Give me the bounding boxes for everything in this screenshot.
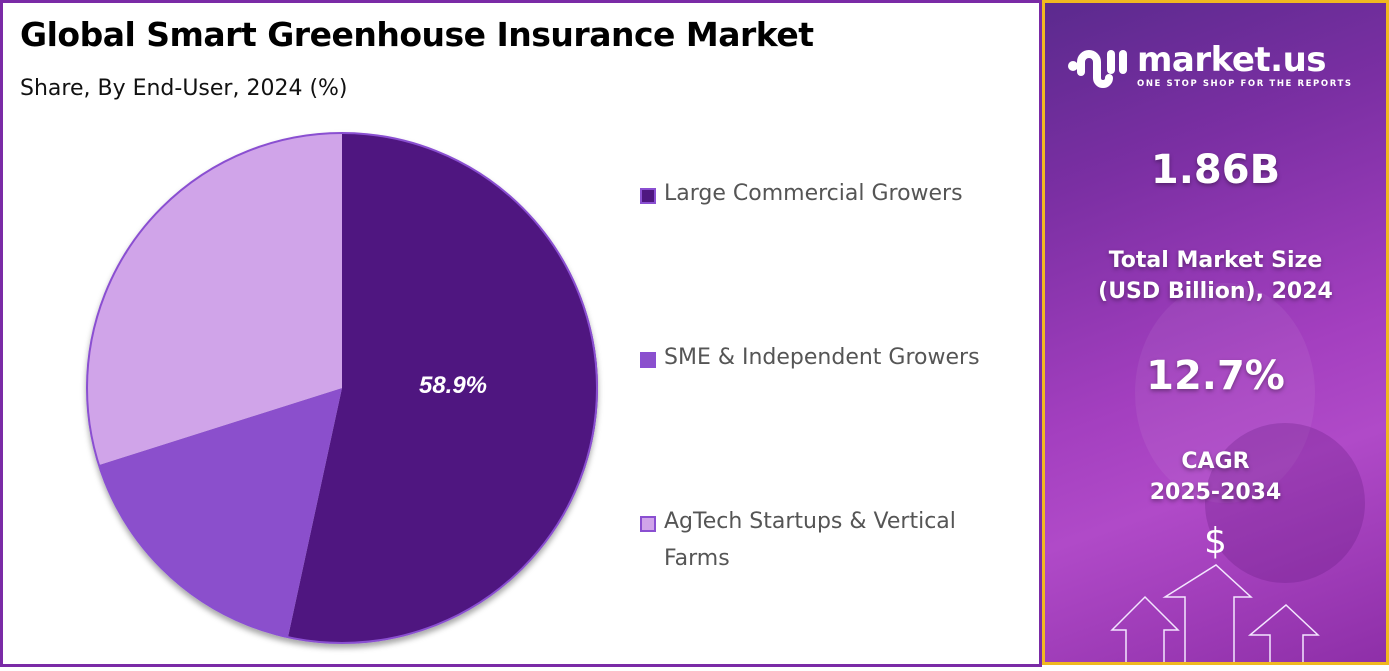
background-decoration — [1205, 423, 1365, 583]
summary-panel: market.us ONE STOP SHOP FOR THE REPORTS … — [1042, 0, 1389, 665]
chart-title: Global Smart Greenhouse Insurance Market — [20, 15, 814, 54]
pie-chart: 58.9% — [86, 132, 598, 644]
brand-logo[interactable]: market.us ONE STOP SHOP FOR THE REPORTS — [1067, 43, 1353, 89]
legend-item-large-commercial[interactable]: Large Commercial Growers — [640, 181, 1004, 212]
dollar-icon: $ — [1204, 521, 1227, 562]
market-size-label-line1: Total Market Size — [1108, 248, 1323, 273]
pie-slice-large-commercial[interactable] — [288, 132, 598, 643]
pie-slice-agtech-vertical[interactable] — [87, 133, 342, 465]
market-size-label-line2: (USD Billion), 2024 — [1098, 279, 1333, 304]
brand-tagline: ONE STOP SHOP FOR THE REPORTS — [1137, 79, 1353, 89]
cagr-label-line1: CAGR — [1181, 449, 1250, 474]
legend-swatch-icon — [640, 516, 656, 532]
legend-label: Large Commercial Growers — [664, 181, 963, 206]
legend-swatch-icon — [640, 188, 656, 204]
market-us-logo-icon — [1068, 50, 1127, 88]
background-decoration — [1135, 283, 1315, 503]
chart-panel: Global Smart Greenhouse Insurance Market… — [0, 0, 1042, 667]
growth-arrows-icon — [1110, 564, 1320, 662]
chart-subtitle: Share, By End-User, 2024 (%) — [20, 76, 348, 101]
pie-slice-sme-independent[interactable] — [99, 388, 342, 637]
legend-swatch-icon — [640, 352, 656, 368]
cagr-value: 12.7% — [1146, 353, 1285, 399]
brand-name: market.us — [1137, 40, 1327, 80]
market-size-value: 1.86B — [1150, 147, 1281, 193]
pie-data-label: 58.9% — [419, 372, 487, 399]
legend-label: AgTech Startups & Vertical Farms — [664, 509, 956, 571]
cagr-label-line2: 2025-2034 — [1149, 480, 1282, 505]
legend-label: SME & Independent Growers — [664, 345, 980, 370]
legend-item-agtech-vertical[interactable]: AgTech Startups & Vertical Farms — [640, 509, 1009, 577]
legend-item-sme-independent[interactable]: SME & Independent Growers — [640, 345, 1004, 376]
